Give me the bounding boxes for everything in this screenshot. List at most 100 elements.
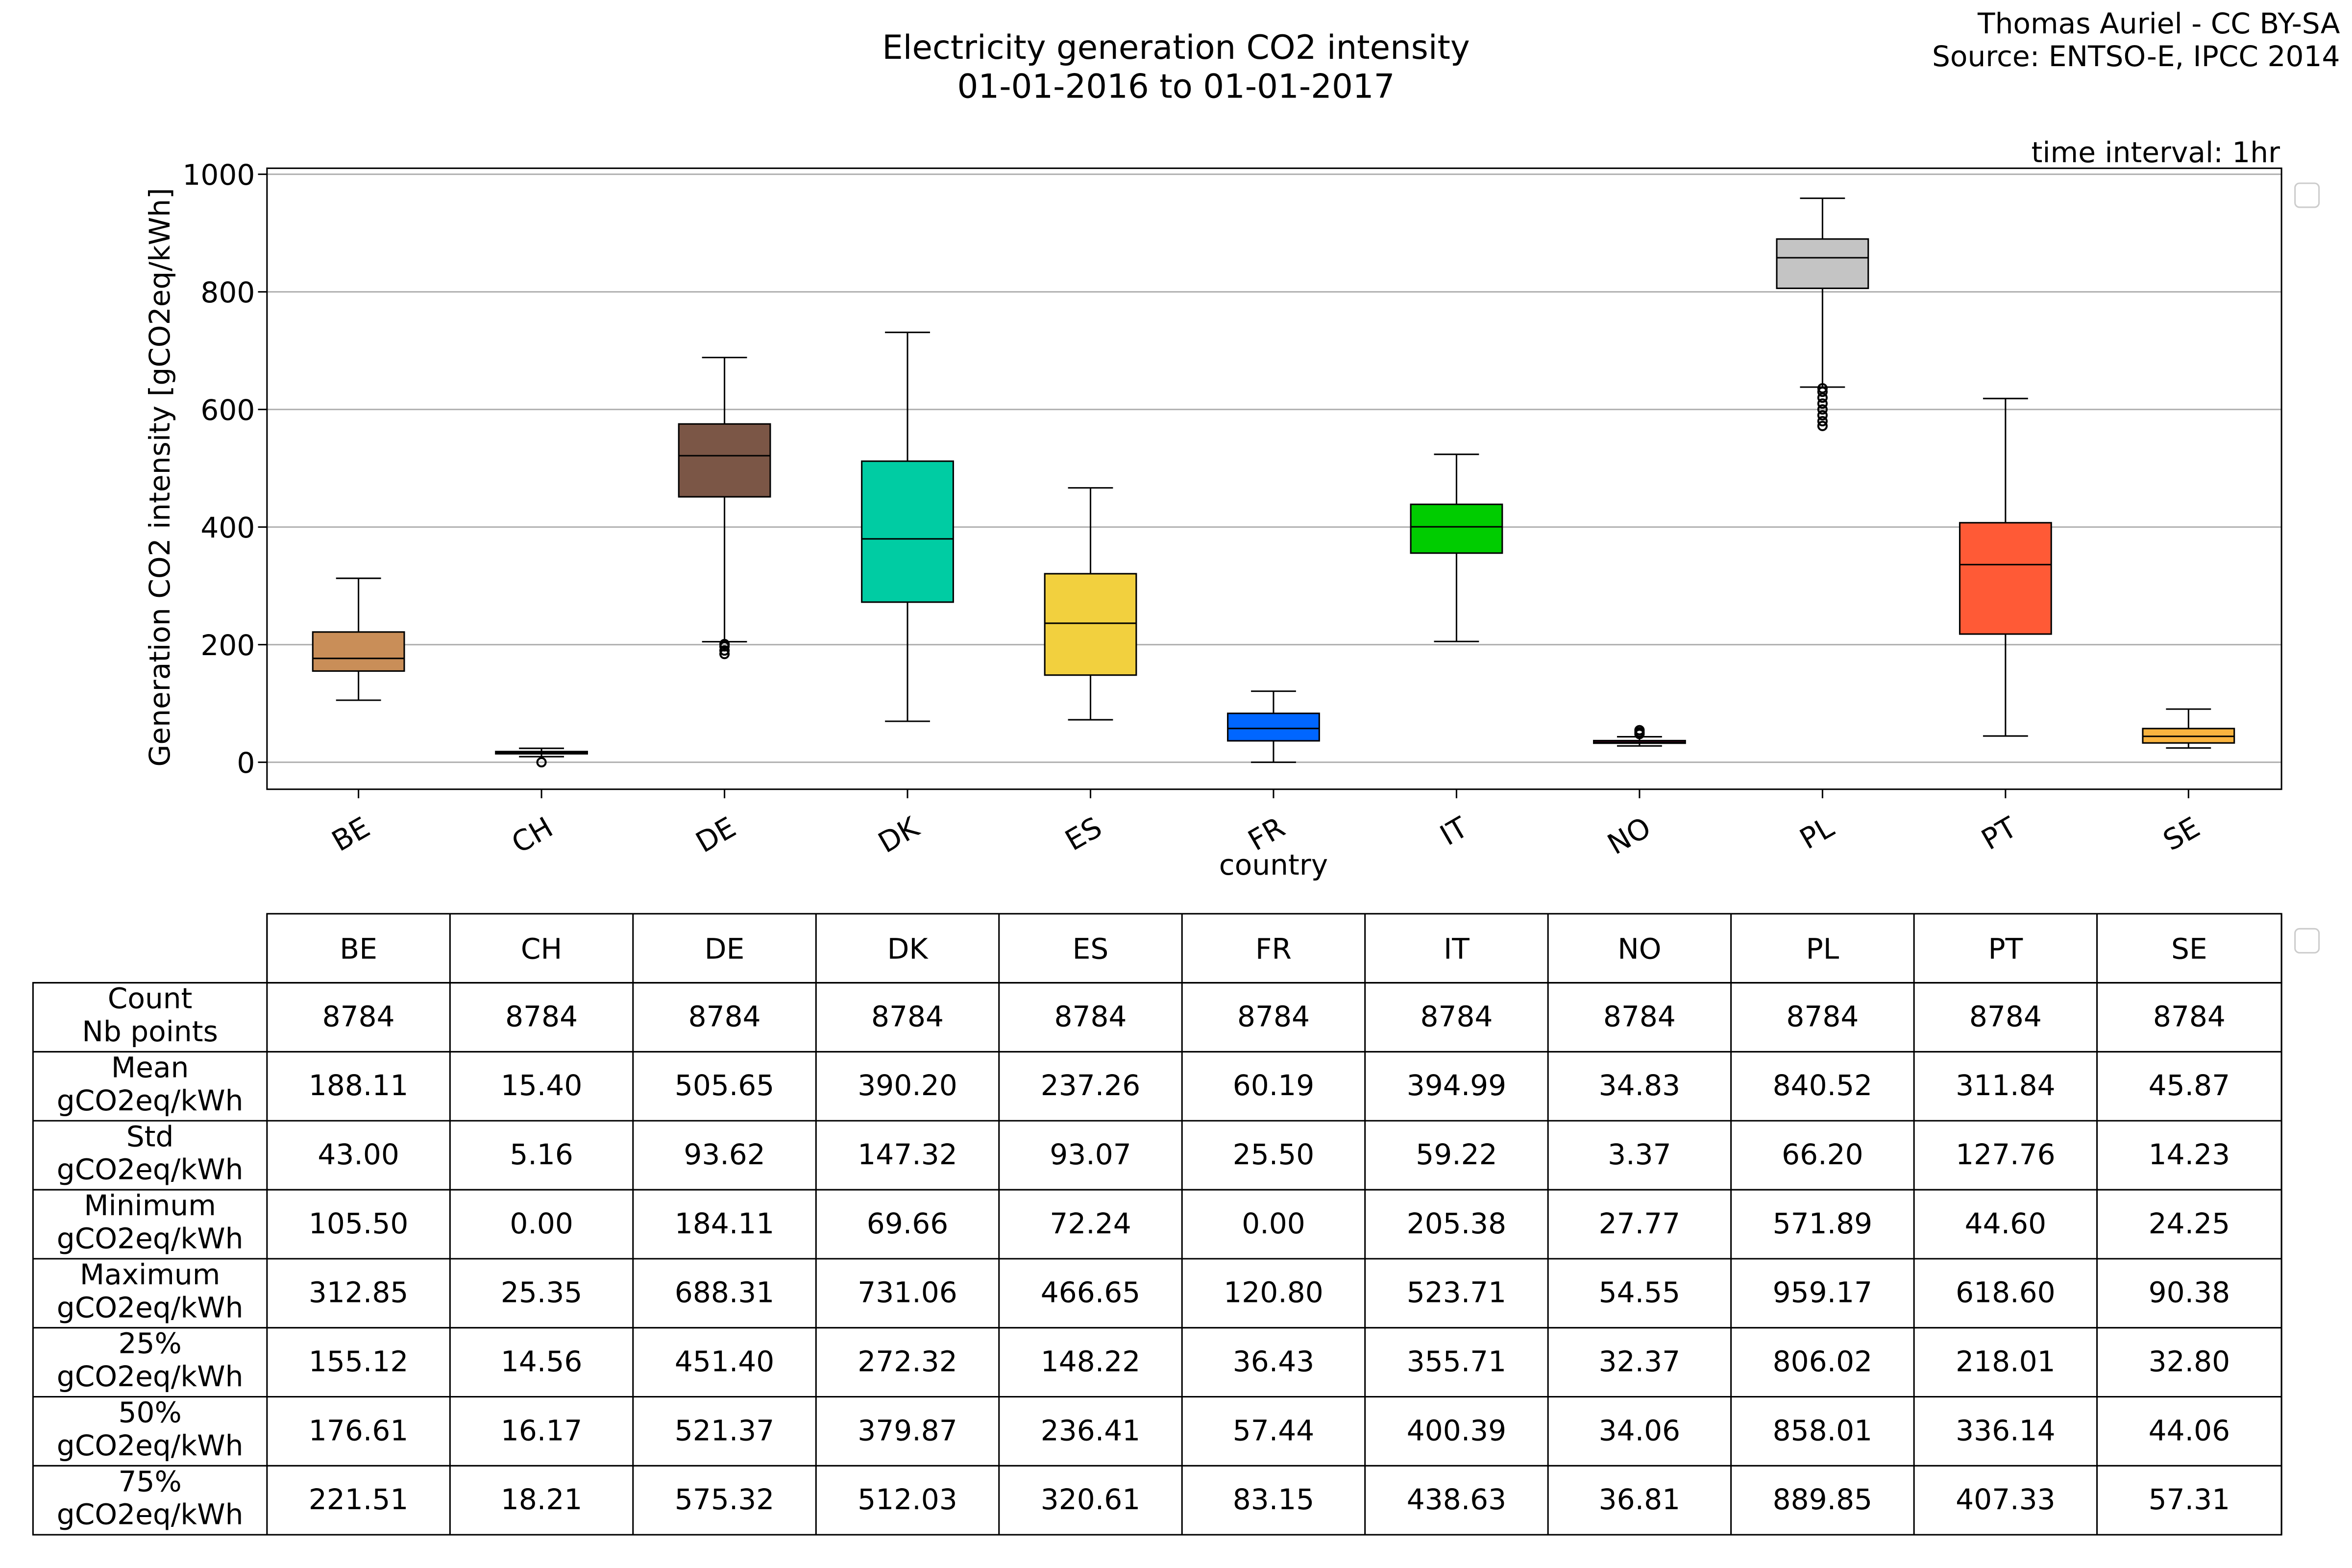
table-cell: 66.20 (1782, 1138, 1863, 1171)
table-cell: 32.80 (2149, 1345, 2230, 1378)
boxes (312, 197, 2235, 768)
table-cell: 840.52 (1773, 1069, 1873, 1102)
table-cell: 18.21 (501, 1483, 583, 1516)
table-cell: 32.37 (1599, 1345, 1681, 1378)
table-cell: 83.15 (1233, 1483, 1315, 1516)
box-CH (495, 747, 588, 768)
y-tick-label: 1000 (182, 158, 255, 192)
y-axis: 0 200 400 600 800 1000 (182, 158, 267, 780)
x-axis-label: country (1219, 848, 1328, 882)
credit-author: Thomas Auriel - CC BY-SA (1977, 7, 2340, 40)
outlier-point (536, 757, 547, 768)
table-header-cell: SE (2171, 932, 2207, 966)
table-cell: 34.06 (1599, 1414, 1681, 1447)
table-header-row (266, 913, 2282, 984)
outlier-point (1817, 383, 1828, 393)
box-BE (312, 577, 405, 701)
box-SE (2142, 708, 2235, 749)
table-cell: 8784 (688, 1000, 761, 1033)
table-cell: 0.00 (1242, 1207, 1305, 1240)
y-tick-label: 800 (200, 276, 255, 309)
x-tick-label: DE (690, 810, 742, 859)
table-cell: 523.71 (1407, 1276, 1507, 1309)
table-header-cell: DK (887, 932, 929, 966)
table-cell: 120.80 (1224, 1276, 1323, 1309)
table-row-label: Minimum (84, 1189, 216, 1222)
table-cell: 34.83 (1599, 1069, 1681, 1102)
table-row-label: Std (126, 1120, 174, 1153)
table-cell: 105.50 (309, 1207, 409, 1240)
table-cell: 72.24 (1050, 1207, 1131, 1240)
table-row-label: Count (108, 982, 193, 1015)
chart-title: Electricity generation CO2 intensity (882, 28, 1470, 67)
table-header-cell: FR (1255, 932, 1292, 966)
table-cell: 8784 (1237, 1000, 1310, 1033)
outlier-point (1817, 420, 1828, 431)
box-PL (1776, 197, 1869, 431)
table-cell: 451.40 (675, 1345, 774, 1378)
box-iqr (1410, 503, 1503, 554)
table-cell: 379.87 (858, 1414, 957, 1447)
table-cell: 236.41 (1041, 1414, 1141, 1447)
table-header-cell: PL (1806, 932, 1839, 966)
table-cell: 312.85 (309, 1276, 409, 1309)
x-tick-label: NO (1602, 810, 1656, 861)
table-cell: 54.55 (1599, 1276, 1681, 1309)
table-cell: 0.00 (510, 1207, 573, 1240)
table-cell: 8784 (1969, 1000, 2042, 1033)
box-FR (1227, 690, 1320, 763)
table-cell: 25.50 (1233, 1138, 1315, 1171)
y-tick-label: 200 (200, 629, 255, 662)
table-cell: 59.22 (1416, 1138, 1497, 1171)
box-iqr (312, 631, 405, 672)
y-tick-label: 0 (237, 746, 255, 780)
table-row-unit: gCO2eq/kWh (57, 1291, 244, 1324)
table-cell: 889.85 (1773, 1483, 1873, 1516)
table-cell: 36.43 (1233, 1345, 1315, 1378)
table-cell: 272.32 (858, 1345, 957, 1378)
y-tick-label: 600 (200, 393, 255, 427)
table-row-label: 25% (118, 1327, 181, 1360)
table-cell: 45.87 (2149, 1069, 2230, 1102)
table-cell: 69.66 (867, 1207, 949, 1240)
table-cell: 8784 (1786, 1000, 1859, 1033)
table-row-unit: gCO2eq/kWh (57, 1222, 244, 1255)
table-cell: 959.17 (1773, 1276, 1873, 1309)
table-cell: 311.84 (1956, 1069, 2056, 1102)
table-cell: 57.44 (1233, 1414, 1315, 1447)
gridlines (267, 173, 2282, 763)
table-row-unit: gCO2eq/kWh (57, 1429, 244, 1462)
table-cell: 390.20 (858, 1069, 957, 1102)
table-cell: 806.02 (1773, 1345, 1873, 1378)
table-row-unit: Nb points (82, 1015, 218, 1048)
y-axis-label: Generation CO2 intensity [gCO2eq/kWh] (143, 188, 176, 766)
box-iqr (1776, 238, 1869, 289)
outlier-point (1634, 725, 1645, 735)
x-tick-label: ES (1059, 810, 1107, 858)
table-header-cell: IT (1444, 932, 1470, 966)
table-cell: 24.25 (2149, 1207, 2230, 1240)
x-tick-label: IT (1434, 810, 1473, 852)
box-iqr (1044, 573, 1137, 676)
outlier-point (1817, 404, 1828, 415)
x-tick-label: CH (506, 810, 559, 860)
table-cell: 147.32 (858, 1138, 957, 1171)
x-tick-label: SE (2157, 810, 2205, 858)
table-cell: 8784 (322, 1000, 395, 1033)
box-iqr (1959, 522, 2052, 635)
outlier-point (719, 638, 730, 649)
x-tick-label: PL (1794, 810, 1839, 856)
legend-box-top (2294, 182, 2320, 208)
outlier-point (1817, 398, 1828, 409)
x-tick-label: DK (873, 810, 925, 859)
time-interval-annotation: time interval: 1hr (2032, 136, 2280, 169)
table-row-label: 50% (118, 1396, 181, 1429)
table-cell: 320.61 (1041, 1483, 1141, 1516)
table-cell: 16.17 (501, 1414, 583, 1447)
box-PT (1959, 397, 2052, 737)
table-cell: 858.01 (1773, 1414, 1873, 1447)
table-cell: 148.22 (1041, 1345, 1141, 1378)
table-cell: 575.32 (675, 1483, 774, 1516)
x-tick-label: BE (326, 810, 375, 858)
